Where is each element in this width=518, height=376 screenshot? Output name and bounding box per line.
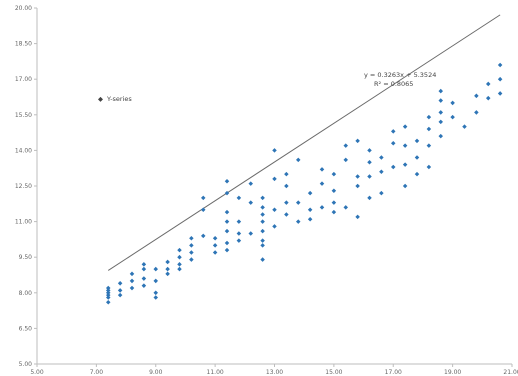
data-point	[141, 283, 147, 288]
data-point	[295, 157, 301, 163]
data-point	[105, 290, 111, 296]
data-point	[189, 257, 194, 262]
data-point	[367, 160, 372, 165]
y-tick-label: 9.50	[19, 254, 33, 261]
trendline-group	[107, 14, 501, 271]
data-point	[331, 200, 337, 205]
x-axis-tick-labels: 5.00 7.00 9.00 11.00 13.00 15.00 17.00 19.00 21.…	[30, 364, 518, 376]
data-point	[141, 266, 147, 272]
y-tick-label: 18.50	[15, 41, 32, 48]
legend-label: Y-series	[106, 95, 132, 103]
data-point	[414, 171, 420, 177]
data-point	[177, 262, 182, 267]
data-point	[343, 157, 349, 163]
data-point	[153, 278, 159, 284]
y-tick-label: 8.00	[19, 290, 33, 297]
y-tick-label: 11.00	[15, 219, 32, 226]
data-point	[129, 285, 135, 291]
x-tick-label: 21.00	[503, 369, 518, 376]
legend-marker: ◆	[98, 95, 103, 103]
data-point	[272, 224, 277, 229]
data-point	[141, 276, 147, 281]
data-point	[379, 169, 384, 175]
data-point	[390, 129, 396, 134]
data-point	[260, 243, 265, 248]
data-point	[153, 290, 159, 296]
y-tick-label: 17.00	[15, 76, 32, 83]
data-point	[307, 190, 313, 196]
trendline	[107, 14, 501, 271]
data-point	[153, 295, 159, 300]
data-point	[153, 266, 159, 272]
data-point	[177, 266, 182, 272]
y-axis-tick-labels: 5.00 6.50 8.00 9.50 11.00 12.50 14.00 15.50 17.0…	[15, 5, 37, 368]
data-point	[379, 190, 384, 196]
data-point	[284, 200, 289, 205]
x-tick-label: 15.00	[325, 369, 342, 376]
data-point	[284, 171, 289, 177]
trendline-label: y = 0.3263x + 5.3524 R² = 0.8065	[364, 71, 436, 88]
x-tick-label: 5.00	[30, 369, 44, 376]
trendline-r-squared: R² = 0.8065	[374, 80, 413, 88]
data-point	[129, 271, 135, 277]
data-point	[295, 200, 301, 205]
y-tick-label: 6.50	[19, 325, 33, 332]
x-tick-label: 17.00	[385, 369, 402, 376]
y-tick-label: 15.50	[15, 112, 32, 119]
x-tick-label: 11.00	[207, 369, 224, 376]
data-point	[260, 257, 265, 262]
x-tick-label: 13.00	[266, 369, 283, 376]
y-tick-label: 5.00	[19, 361, 33, 368]
y-tick-label: 14.00	[15, 147, 32, 154]
data-point	[414, 138, 420, 144]
x-tick-label: 9.00	[149, 369, 163, 376]
data-point	[165, 259, 170, 265]
data-point	[272, 148, 277, 153]
y-tick-label: 20.00	[15, 5, 32, 12]
data-point	[367, 148, 372, 153]
data-point	[141, 262, 147, 267]
data-point	[129, 278, 135, 284]
data-point	[260, 212, 265, 217]
legend: ◆ Y-series	[98, 95, 132, 103]
data-point	[284, 212, 289, 217]
y-tick-label: 12.50	[15, 183, 32, 190]
data-point	[319, 181, 325, 186]
data-point	[165, 266, 170, 272]
x-tick-label: 7.00	[90, 369, 104, 376]
data-point	[165, 271, 170, 277]
trendline-equation: y = 0.3263x + 5.3524	[364, 71, 436, 79]
data-point	[355, 138, 360, 144]
data-point	[331, 171, 337, 177]
data-point	[177, 254, 182, 260]
x-tick-label: 19.00	[444, 369, 461, 376]
data-point	[426, 126, 432, 132]
